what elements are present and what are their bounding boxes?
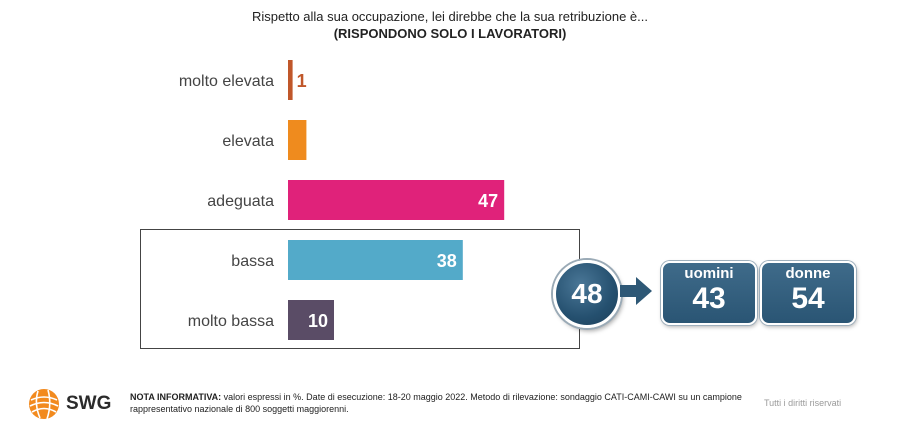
swg-logo-icon: [29, 389, 59, 420]
total-low-circle: 48: [553, 260, 621, 328]
value-label-molto-bassa: 10: [308, 311, 328, 331]
uomini-value: 43: [692, 282, 726, 315]
value-label-molto-elevata: 1: [297, 71, 307, 91]
bar-elevata: [288, 120, 307, 160]
donne-value: 54: [791, 282, 825, 315]
value-label-bassa: 38: [437, 251, 457, 271]
value-label-adeguata: 47: [478, 191, 498, 211]
footnote-text: valori espressi in %. Date di esecuzione…: [130, 392, 742, 414]
bar-molto-bassa: [288, 300, 334, 340]
category-label-elevata: elevata: [222, 133, 274, 150]
bar-chart: molto elevata 1 elevata 4 adeguata 47 bassa 38 m…: [179, 60, 505, 340]
bar-bassa: [288, 240, 463, 280]
donne-box: donne 54: [760, 261, 856, 325]
category-label-molto-elevata: molto elevata: [179, 73, 274, 90]
uomini-label: uomini: [684, 265, 734, 282]
chart-title-line2: (RISPONDONO SOLO I LAVORATORI): [333, 26, 567, 41]
bar-molto-elevata: [288, 60, 293, 100]
logo-text: SWG: [66, 393, 112, 414]
category-label-adeguata: adeguata: [207, 193, 274, 210]
category-label-bassa: bassa: [231, 253, 274, 270]
value-label-elevata: 4: [310, 131, 320, 151]
footnote-bold: NOTA INFORMATIVA:: [130, 392, 222, 402]
chart-title: Rispetto alla sua occupazione, lei direb…: [0, 8, 900, 42]
donne-label: donne: [785, 265, 831, 282]
rights-text: Tutti i diritti riservati: [764, 398, 842, 408]
uomini-box: uomini 43: [661, 261, 757, 325]
category-label-molto-bassa: molto bassa: [188, 313, 274, 330]
low-pay-highlight-box: [140, 229, 580, 349]
chart-title-line1: Rispetto alla sua occupazione, lei direb…: [251, 9, 649, 24]
bar-adeguata: [288, 180, 505, 220]
arrow-right-icon: [620, 277, 652, 305]
footnote: NOTA INFORMATIVA: valori espressi in %. …: [130, 391, 750, 415]
